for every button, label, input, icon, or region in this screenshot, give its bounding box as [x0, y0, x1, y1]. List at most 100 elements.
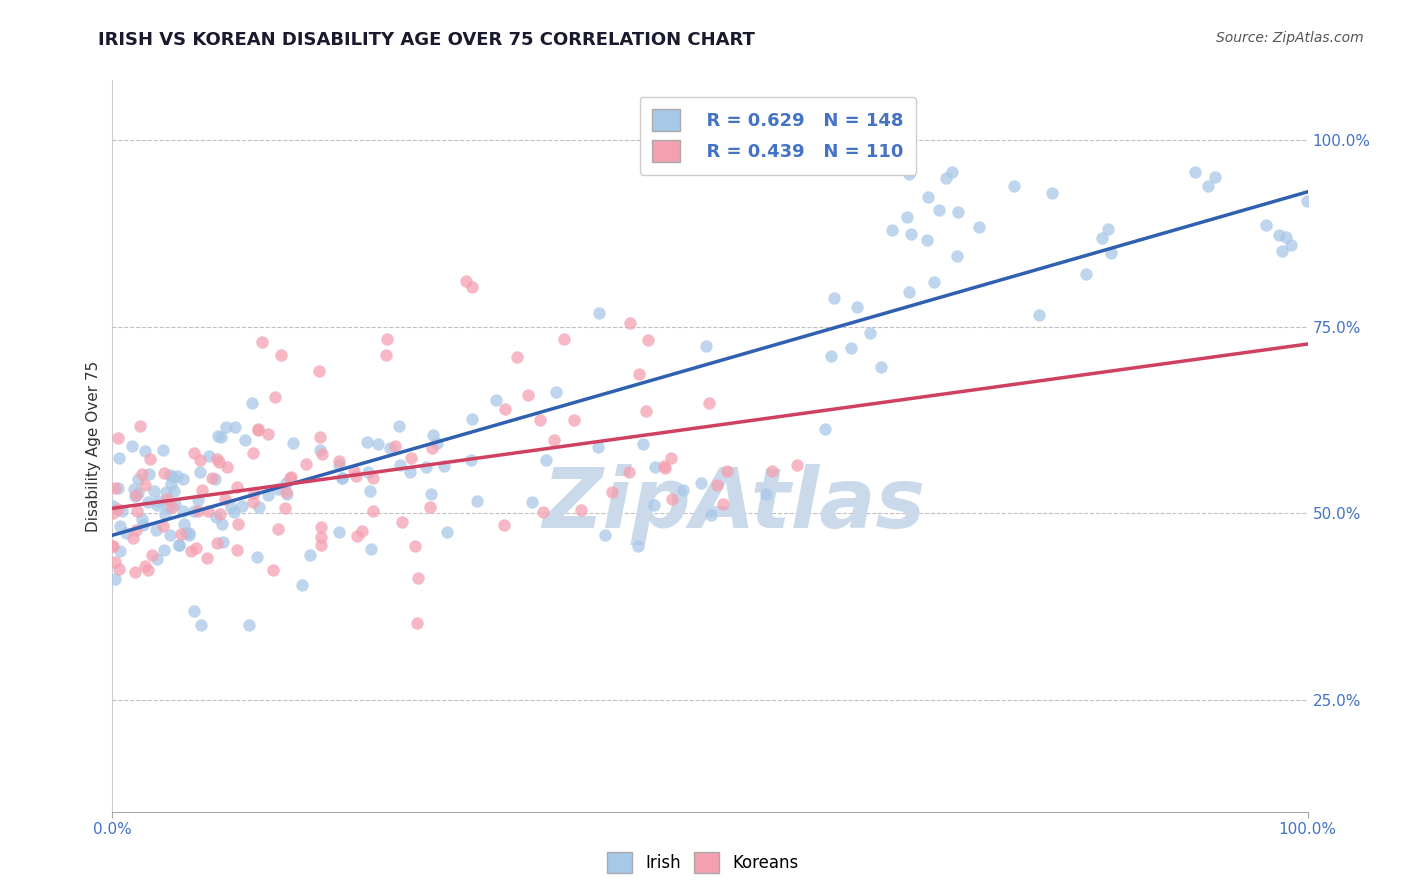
Point — [191, 483, 214, 497]
Point — [124, 490, 146, 504]
Text: Source: ZipAtlas.com: Source: ZipAtlas.com — [1216, 31, 1364, 45]
Point — [422, 428, 444, 442]
Point — [177, 526, 200, 541]
Point — [356, 434, 378, 449]
Point — [146, 498, 169, 512]
Point — [627, 368, 650, 382]
Point — [520, 494, 543, 508]
Text: IRISH VS KOREAN DISABILITY AGE OVER 75 CORRELATION CHART: IRISH VS KOREAN DISABILITY AGE OVER 75 C… — [98, 31, 755, 49]
Point — [257, 487, 280, 501]
Point — [401, 450, 423, 465]
Point — [896, 210, 918, 224]
Point — [205, 536, 228, 550]
Point — [1281, 238, 1303, 252]
Point — [820, 350, 842, 364]
Point — [127, 504, 149, 518]
Point — [1296, 194, 1319, 209]
Point — [224, 419, 246, 434]
Point — [388, 419, 411, 434]
Point — [569, 502, 592, 516]
Point — [917, 189, 939, 203]
Point — [156, 500, 179, 514]
Point — [160, 500, 183, 515]
Point — [107, 482, 129, 496]
Point — [207, 429, 229, 443]
Point — [104, 572, 127, 586]
Point — [264, 390, 287, 404]
Point — [127, 486, 149, 500]
Point — [256, 427, 278, 442]
Point — [839, 342, 862, 356]
Point — [274, 485, 297, 500]
Point — [922, 275, 945, 289]
Point — [346, 529, 368, 543]
Point — [145, 523, 167, 537]
Point — [136, 563, 159, 577]
Point — [188, 453, 211, 467]
Point — [1099, 246, 1122, 260]
Point — [183, 504, 205, 518]
Point — [357, 466, 380, 480]
Point — [145, 551, 167, 566]
Point — [108, 518, 131, 533]
Point — [898, 167, 921, 181]
Point — [166, 468, 188, 483]
Point — [242, 446, 264, 460]
Point — [128, 419, 150, 434]
Point — [274, 501, 297, 516]
Point — [643, 498, 665, 512]
Point — [101, 539, 124, 553]
Point — [360, 541, 382, 556]
Point — [280, 470, 302, 484]
Point — [226, 480, 249, 494]
Point — [967, 219, 990, 234]
Point — [460, 453, 482, 467]
Point — [152, 518, 174, 533]
Point — [461, 411, 484, 425]
Point — [212, 534, 235, 549]
Point — [280, 471, 302, 485]
Point — [631, 436, 654, 450]
Point — [124, 482, 146, 496]
Point — [108, 544, 131, 558]
Point — [125, 488, 148, 502]
Point — [716, 465, 738, 479]
Legend:   R = 0.629   N = 148,   R = 0.439   N = 110: R = 0.629 N = 148, R = 0.439 N = 110 — [640, 96, 917, 175]
Point — [375, 332, 398, 346]
Point — [141, 548, 163, 562]
Text: ZipAtlas: ZipAtlas — [543, 464, 925, 545]
Point — [187, 503, 209, 517]
Point — [172, 504, 194, 518]
Point — [388, 458, 411, 472]
Point — [859, 326, 882, 341]
Point — [115, 525, 138, 540]
Point — [697, 396, 720, 410]
Point — [928, 202, 950, 217]
Point — [266, 482, 288, 496]
Point — [108, 451, 131, 466]
Point — [328, 458, 350, 472]
Point — [215, 419, 238, 434]
Point — [162, 484, 184, 499]
Point — [328, 454, 350, 468]
Point — [619, 316, 641, 330]
Point — [121, 438, 143, 452]
Point — [122, 531, 145, 545]
Point — [1002, 178, 1025, 193]
Point — [143, 484, 166, 499]
Point — [188, 465, 211, 479]
Point — [695, 339, 717, 353]
Point — [246, 550, 269, 565]
Point — [328, 525, 350, 540]
Point — [281, 436, 304, 450]
Point — [276, 486, 298, 500]
Point — [1204, 170, 1226, 185]
Point — [197, 449, 219, 463]
Point — [553, 332, 575, 346]
Point — [205, 510, 228, 524]
Point — [242, 495, 264, 509]
Point — [378, 441, 401, 455]
Point — [755, 487, 778, 501]
Point — [465, 493, 488, 508]
Point — [454, 274, 477, 288]
